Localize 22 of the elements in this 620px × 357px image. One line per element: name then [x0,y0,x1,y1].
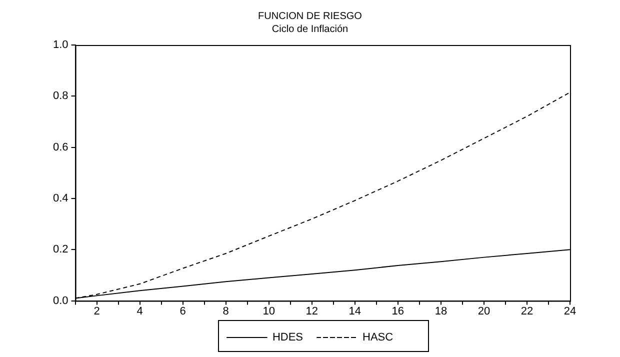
legend-label: HDES [272,332,303,344]
y-tick-label: 0.2 [52,244,68,256]
x-tick-label: 22 [520,305,534,318]
x-tick-label: 24 [564,305,576,318]
x-tick-label: 8 [222,305,229,318]
x-tick-label: 18 [434,305,448,318]
legend-label: HASC [362,332,394,344]
x-tick-label: 6 [180,305,186,318]
y-tick-label: 0.6 [52,141,68,154]
y-tick-label: 0.0 [52,294,68,307]
chart-subtitle: Ciclo de Inflación [272,24,348,35]
x-tick-label: 20 [478,305,490,318]
chart-title: FUNCION DE RIESGO [258,10,362,22]
x-tick-label: 4 [136,305,143,318]
x-tick-label: 2 [94,305,100,318]
x-tick-label: 10 [262,305,275,318]
y-tick-label: 0.8 [52,90,68,102]
y-tick-label: 0.4 [52,192,68,205]
x-tick-label: 12 [306,305,318,318]
x-tick-label: 14 [348,305,362,318]
y-tick-label: 1.0 [52,39,68,52]
x-tick-label: 16 [392,305,404,318]
